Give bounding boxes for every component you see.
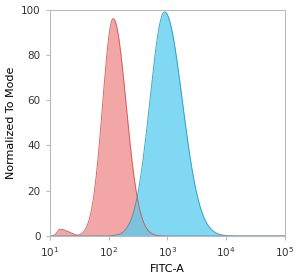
X-axis label: FITC-A: FITC-A — [150, 264, 185, 274]
Y-axis label: Normalized To Mode: Normalized To Mode — [6, 67, 16, 179]
